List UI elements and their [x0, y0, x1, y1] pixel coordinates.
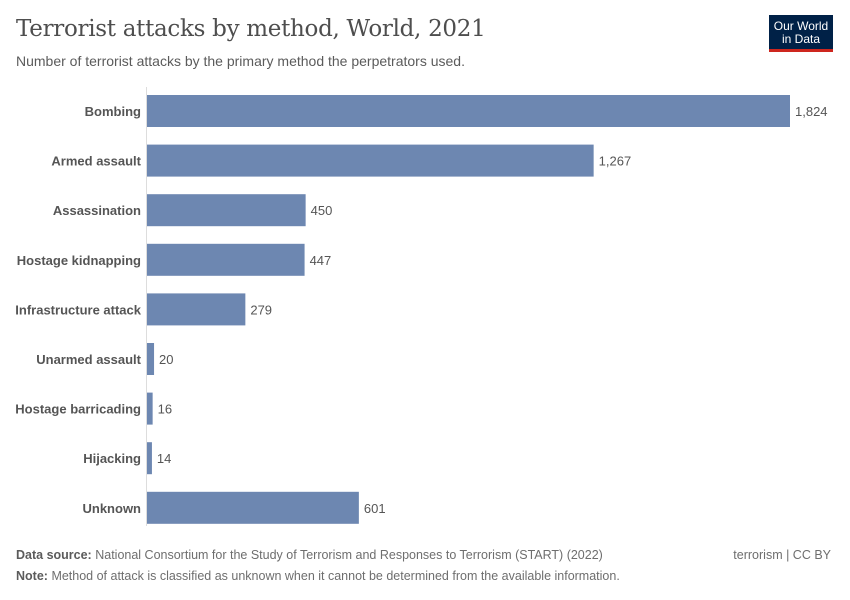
value-label: 447	[310, 253, 332, 268]
chart-title: Terrorist attacks by method, World, 2021	[16, 16, 486, 42]
category-label: Unknown	[83, 501, 142, 516]
note: Note: Method of attack is classified as …	[16, 569, 620, 583]
bar-unarmed-assault[interactable]	[147, 343, 155, 375]
value-label: 14	[157, 451, 171, 466]
value-label: 1,267	[599, 154, 632, 169]
value-label: 279	[250, 302, 272, 317]
bar-hijacking[interactable]	[147, 442, 152, 475]
bar-hostage-barricading[interactable]	[147, 392, 153, 425]
category-label: Armed assault	[51, 154, 141, 169]
value-label: 16	[158, 402, 172, 417]
category-label: Bombing	[85, 104, 141, 119]
bar-assassination[interactable]	[147, 194, 306, 227]
category-label: Hostage kidnapping	[17, 253, 141, 268]
bar-infrastructure-attack[interactable]	[147, 293, 246, 326]
value-label: 450	[311, 203, 333, 218]
note-label: Note:	[16, 569, 48, 583]
data-source: Data source: National Consortium for the…	[16, 548, 603, 562]
license[interactable]: terrorism | CC BY	[733, 548, 831, 562]
bar-bombing[interactable]	[147, 95, 790, 127]
value-label: 601	[364, 501, 386, 516]
category-label: Infrastructure attack	[15, 302, 141, 317]
value-label: 20	[159, 352, 173, 367]
category-label: Unarmed assault	[36, 352, 141, 367]
value-label: 1,824	[795, 104, 828, 119]
owid-logo[interactable]: Our World in Data	[769, 15, 833, 52]
chart-subtitle: Number of terrorist attacks by the prima…	[16, 53, 465, 69]
bar-hostage-kidnapping[interactable]	[147, 243, 305, 276]
logo-line2: in Data	[781, 32, 821, 46]
source-text[interactable]: National Consortium for the Study of Ter…	[95, 548, 603, 562]
category-label: Hijacking	[83, 451, 141, 466]
note-text: Method of attack is classified as unknow…	[51, 569, 620, 583]
category-label: Hostage barricading	[15, 402, 141, 417]
source-label: Data source:	[16, 548, 92, 562]
bar-armed-assault[interactable]	[147, 144, 594, 177]
category-label: Assassination	[53, 203, 141, 218]
logo-line1: Our World	[773, 19, 829, 33]
bar-unknown[interactable]	[147, 491, 359, 524]
